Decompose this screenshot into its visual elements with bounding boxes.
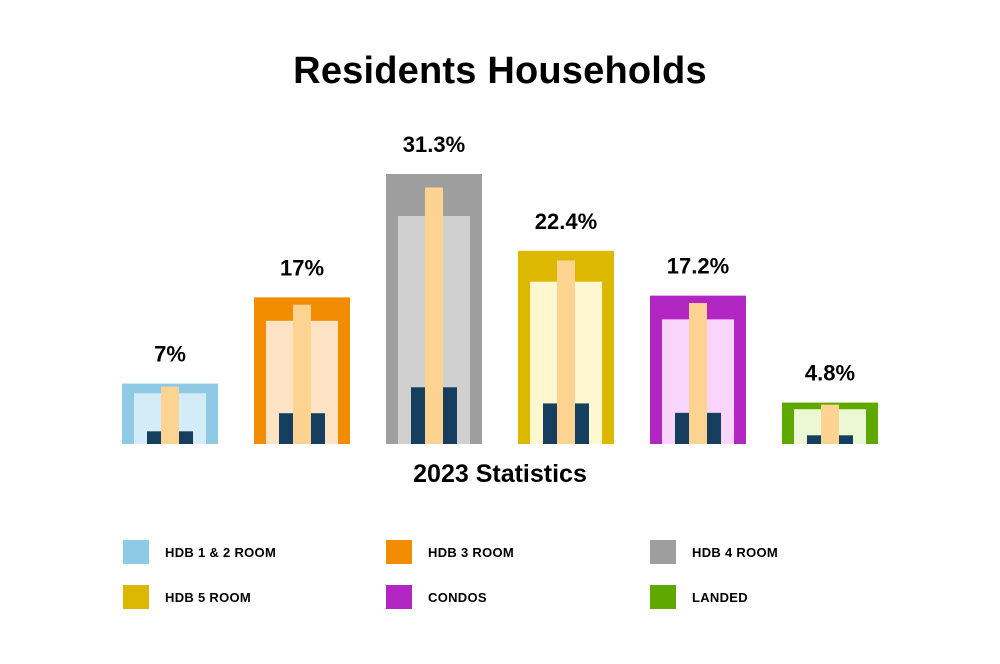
bar-base-block xyxy=(147,431,161,444)
chart-title: Residents Households xyxy=(293,50,707,92)
bar-accent-column xyxy=(689,303,707,444)
bar-base-block xyxy=(707,412,721,444)
bar-base-block xyxy=(675,412,689,444)
bar-value-label: 17% xyxy=(280,255,324,280)
bar-base-block xyxy=(807,435,821,444)
bar-accent-column xyxy=(161,386,179,444)
bar-value-label: 31.3% xyxy=(403,132,465,157)
bar-base-block xyxy=(443,387,457,444)
bar-base-block xyxy=(543,403,557,444)
bar-value-label: 17.2% xyxy=(667,254,729,279)
x-axis-label: 2023 Statistics xyxy=(413,460,587,488)
bar-base-block xyxy=(311,413,325,444)
bar-base-block xyxy=(411,387,425,444)
bar-base-block xyxy=(575,403,589,444)
bar-value-label: 22.4% xyxy=(535,209,597,234)
bar-accent-column xyxy=(557,260,575,444)
bar-value-label: 4.8% xyxy=(805,361,855,386)
bar-base-block xyxy=(839,435,853,444)
bar-accent-column xyxy=(425,187,443,444)
bar-accent-column xyxy=(293,304,311,444)
bar-base-block xyxy=(279,413,293,444)
bar-accent-column xyxy=(821,404,839,444)
bar-base-block xyxy=(179,431,193,444)
bar-value-label: 7% xyxy=(154,342,186,367)
